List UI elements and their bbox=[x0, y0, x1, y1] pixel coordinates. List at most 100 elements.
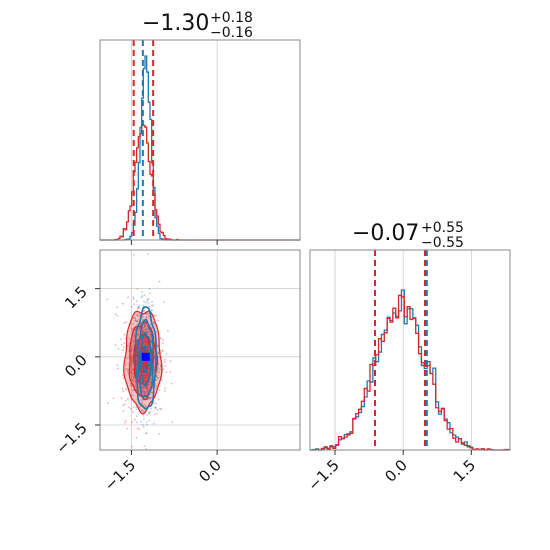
joint-point-run_b bbox=[163, 301, 165, 303]
joint-point-run_a bbox=[148, 396, 151, 398]
joint-point-run_a bbox=[142, 331, 145, 334]
joint-point-run_b bbox=[122, 410, 125, 412]
joint-point-run_b bbox=[157, 344, 159, 347]
joint-point-run_b bbox=[136, 307, 139, 310]
joint-point-run_a bbox=[142, 318, 145, 321]
joint-point-run_a bbox=[140, 296, 143, 299]
joint-point-run_b bbox=[142, 330, 145, 332]
joint-point-run_b bbox=[107, 402, 109, 405]
joint-point-run_b bbox=[142, 323, 145, 325]
marginal-param-1-quantile-lines bbox=[374, 250, 428, 450]
joint-point-run_a bbox=[156, 368, 159, 371]
joint-point-run_b bbox=[156, 319, 159, 322]
marginal-param-0-frame bbox=[99, 39, 301, 241]
joint-point-run_b bbox=[122, 349, 124, 351]
joint-point-run_b bbox=[132, 377, 135, 380]
joint-point-run_a bbox=[148, 333, 151, 336]
joint-point-run_b bbox=[155, 314, 157, 317]
joint-point-run_b bbox=[143, 403, 146, 406]
joint-point-run_a bbox=[145, 389, 148, 392]
joint-point-run_b bbox=[141, 328, 144, 331]
joint-point-run_a bbox=[136, 320, 139, 323]
joint-point-run_b bbox=[140, 402, 143, 404]
joint-point-run_b bbox=[144, 406, 147, 409]
joint-point-run_a bbox=[138, 406, 141, 408]
joint-point-run_b bbox=[131, 360, 134, 363]
joint-point-run_a bbox=[149, 398, 152, 400]
joint-point-run_a bbox=[149, 411, 151, 414]
joint-point-run_b bbox=[164, 390, 166, 392]
marginal-param-0-quantile-lines bbox=[132, 40, 155, 240]
joint-point-run_b bbox=[134, 316, 137, 319]
joint-point-run_b bbox=[161, 342, 164, 344]
joint-point-run_b bbox=[127, 296, 129, 299]
joint-point-run_b bbox=[130, 384, 132, 387]
joint-point-run_b bbox=[122, 377, 125, 379]
joint-point-run_a bbox=[150, 309, 153, 312]
joint-point-run_a bbox=[134, 319, 137, 322]
joint-point-run_a bbox=[136, 314, 139, 317]
joint-frame bbox=[99, 249, 301, 451]
joint-point-run_b bbox=[152, 422, 155, 425]
joint-point-run_b bbox=[158, 280, 161, 283]
joint-point-run_b bbox=[153, 322, 156, 324]
joint-point-run_b bbox=[124, 421, 126, 424]
joint-point-run_b bbox=[131, 327, 133, 330]
joint-point-run_b bbox=[153, 402, 156, 404]
joint-point-run_b bbox=[145, 387, 148, 390]
joint-point-run_b bbox=[122, 390, 124, 392]
joint-point-run_a bbox=[148, 288, 151, 291]
joint-point-run_a bbox=[143, 391, 146, 394]
joint-contour-run_a-0 bbox=[134, 306, 157, 410]
marginal-param-0-histograms bbox=[100, 55, 300, 241]
marginal-param-1-grid bbox=[334, 250, 472, 450]
joint-point-run_a bbox=[143, 330, 146, 333]
joint-point-run_b bbox=[125, 368, 127, 370]
joint-point-run_b bbox=[132, 375, 135, 378]
joint-point-run_a bbox=[130, 348, 133, 351]
joint-point-run_a bbox=[145, 385, 148, 388]
joint-point-run_a bbox=[133, 253, 135, 256]
joint-point-run_b bbox=[132, 389, 134, 392]
joint-point-run_b bbox=[132, 340, 135, 343]
joint-point-run_a bbox=[146, 328, 148, 330]
joint-point-run_a bbox=[145, 313, 148, 316]
marginal-param-0-ticks bbox=[130, 240, 218, 245]
joint-point-run_b bbox=[146, 298, 149, 301]
marginal-panel-param-1: −1.5 0.0 1.5 bbox=[304, 249, 511, 495]
joint-point-run_b bbox=[124, 399, 127, 402]
joint-point-run_b bbox=[123, 322, 126, 324]
joint-point-run_a bbox=[149, 334, 152, 337]
joint-point-run_a bbox=[145, 387, 148, 390]
joint-point-run_b bbox=[130, 356, 133, 359]
joint-point-run_a bbox=[138, 305, 141, 307]
joint-point-run_b bbox=[129, 382, 132, 385]
joint-point-run_a bbox=[143, 445, 146, 447]
joint-point-run_b bbox=[153, 314, 156, 317]
joint-point-run_b bbox=[140, 410, 143, 413]
joint-point-run_a bbox=[140, 399, 143, 402]
joint-point-run_b bbox=[120, 397, 123, 399]
m1-xtick-label-1: 0.0 bbox=[381, 456, 411, 486]
joint-point-run_a bbox=[164, 387, 167, 390]
joint-point-run_b bbox=[147, 386, 150, 388]
joint-point-run_a bbox=[145, 421, 148, 424]
joint-point-run_a bbox=[141, 401, 144, 404]
joint-point-run_a bbox=[147, 411, 150, 414]
joint-point-run_b bbox=[150, 391, 153, 394]
joint-point-run_a bbox=[144, 328, 146, 331]
joint-point-run_b bbox=[169, 360, 172, 362]
joint-point-run_a bbox=[156, 376, 159, 379]
joint-point-run_a bbox=[153, 322, 156, 324]
joint-ytick-label-2: 1.5 bbox=[61, 283, 91, 313]
joint-point-run_a bbox=[135, 408, 138, 411]
joint-point-run_b bbox=[156, 412, 159, 415]
joint-panel: −1.5 0.0 −1.5 0.0 1.5 bbox=[52, 249, 301, 495]
joint-point-run_b bbox=[125, 364, 127, 366]
joint-point-run_b bbox=[131, 357, 134, 359]
joint-point-run_b bbox=[150, 380, 153, 383]
joint-point-run_b bbox=[150, 407, 152, 410]
joint-point-run_a bbox=[146, 385, 148, 388]
joint-point-run_b bbox=[132, 368, 135, 371]
joint-point-run_b bbox=[126, 368, 128, 371]
